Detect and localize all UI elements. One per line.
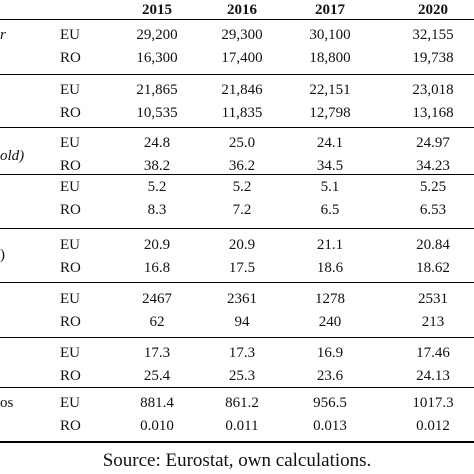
region-label: RO [60, 368, 81, 384]
table-cell: 2467 [142, 291, 172, 307]
table-cell: 1017.3 [412, 395, 454, 411]
table-cell: 29,200 [136, 27, 178, 43]
table-cell: 25.3 [228, 368, 256, 384]
table-cell: 8.3 [147, 202, 167, 218]
table-cell: 17,400 [221, 50, 263, 66]
table-cell: 22,151 [309, 82, 351, 98]
table-cell: 34.23 [416, 158, 450, 174]
table-cell: 17.5 [228, 260, 256, 276]
table-cell: 34.5 [316, 158, 344, 174]
table-cell: 2361 [227, 291, 257, 307]
table-cell: 213 [421, 314, 445, 330]
source-note: Source: Eurostat, own calculations. [102, 450, 372, 471]
table-rule [0, 441, 474, 443]
table-cell: 18,800 [309, 50, 351, 66]
region-label: RO [60, 50, 81, 66]
region-label: EU [60, 179, 80, 195]
table-cell: 38.2 [143, 158, 171, 174]
column-header-2017: 2017 [315, 2, 345, 18]
region-label: EU [60, 291, 80, 307]
table-rule [0, 19, 474, 20]
table-rule [0, 387, 474, 388]
table-cell: 12,798 [309, 105, 351, 121]
table-cell: 18.6 [316, 260, 344, 276]
table-cell: 20.9 [228, 237, 256, 253]
table-cell: 16.9 [316, 345, 344, 361]
row-label-fragment: os [0, 395, 14, 411]
table-cell: 6.5 [320, 202, 340, 218]
table-cell: 23,018 [412, 82, 454, 98]
table-cell: 5.2 [232, 179, 252, 195]
table-cell: 6.53 [419, 202, 447, 218]
column-header-2015: 2015 [142, 2, 172, 18]
table-cell: 18.62 [416, 260, 450, 276]
region-label: RO [60, 418, 81, 434]
table-cell: 36.2 [228, 158, 256, 174]
table-cell: 24.1 [316, 135, 344, 151]
region-label: EU [60, 82, 80, 98]
region-label: RO [60, 105, 81, 121]
table-cell: 0.010 [140, 418, 174, 434]
table-cell: 62 [149, 314, 165, 330]
table-cell: 19,738 [412, 50, 454, 66]
region-label: RO [60, 260, 81, 276]
region-label: EU [60, 237, 80, 253]
table-cell: 23.6 [316, 368, 344, 384]
table-cell: 5.1 [320, 179, 340, 195]
row-label-fragment: r [0, 27, 6, 43]
table-cell: 20.84 [416, 237, 450, 253]
region-label: EU [60, 27, 80, 43]
region-label: EU [60, 135, 80, 151]
table-cell: 29,300 [221, 27, 263, 43]
table-cell: 0.011 [225, 418, 259, 434]
table-cell: 17.3 [228, 345, 256, 361]
table-cell: 861.2 [225, 395, 259, 411]
column-header-2016: 2016 [227, 2, 257, 18]
table-rule [0, 74, 474, 75]
table-cell: 21,846 [221, 82, 263, 98]
table-cell: 24.8 [143, 135, 171, 151]
row-label-fragment: old) [0, 148, 25, 164]
table-cell: 94 [234, 314, 250, 330]
table-cell: 240 [318, 314, 342, 330]
table-cell: 25.4 [143, 368, 171, 384]
table-rule [0, 228, 474, 229]
table-cell: 11,835 [221, 105, 263, 121]
table-cell: 16.8 [143, 260, 171, 276]
table-cell: 25.0 [228, 135, 256, 151]
table-cell: 16,300 [136, 50, 178, 66]
table-cell: 956.5 [313, 395, 347, 411]
table-cell: 10,535 [136, 105, 178, 121]
region-label: RO [60, 158, 81, 174]
table-cell: 0.013 [313, 418, 347, 434]
table-cell: 7.2 [232, 202, 252, 218]
table-cell: 24.97 [416, 135, 450, 151]
table-cell: 1278 [315, 291, 345, 307]
table-cell: 5.2 [147, 179, 167, 195]
table-cell: 30,100 [309, 27, 351, 43]
table-cell: 24.13 [416, 368, 450, 384]
table-cell: 32,155 [412, 27, 454, 43]
table-cell: 21,865 [136, 82, 178, 98]
table-cell: 20.9 [143, 237, 171, 253]
table-cell: 5.25 [419, 179, 447, 195]
row-label-fragment: ) [0, 247, 5, 263]
table-cell: 0.012 [416, 418, 450, 434]
table-cell: 17.46 [416, 345, 450, 361]
table-cell: 21.1 [316, 237, 344, 253]
region-label: EU [60, 395, 80, 411]
table-cell: 17.3 [143, 345, 171, 361]
table-rule [0, 174, 474, 175]
table-rule [0, 337, 474, 338]
table-cell: 881.4 [140, 395, 174, 411]
table-rule [0, 127, 474, 128]
table-cell: 13,168 [412, 105, 454, 121]
region-label: RO [60, 202, 81, 218]
table-cell: 2531 [418, 291, 448, 307]
column-header-2020: 2020 [418, 2, 448, 18]
table-rule [0, 282, 474, 283]
region-label: EU [60, 345, 80, 361]
region-label: RO [60, 314, 81, 330]
